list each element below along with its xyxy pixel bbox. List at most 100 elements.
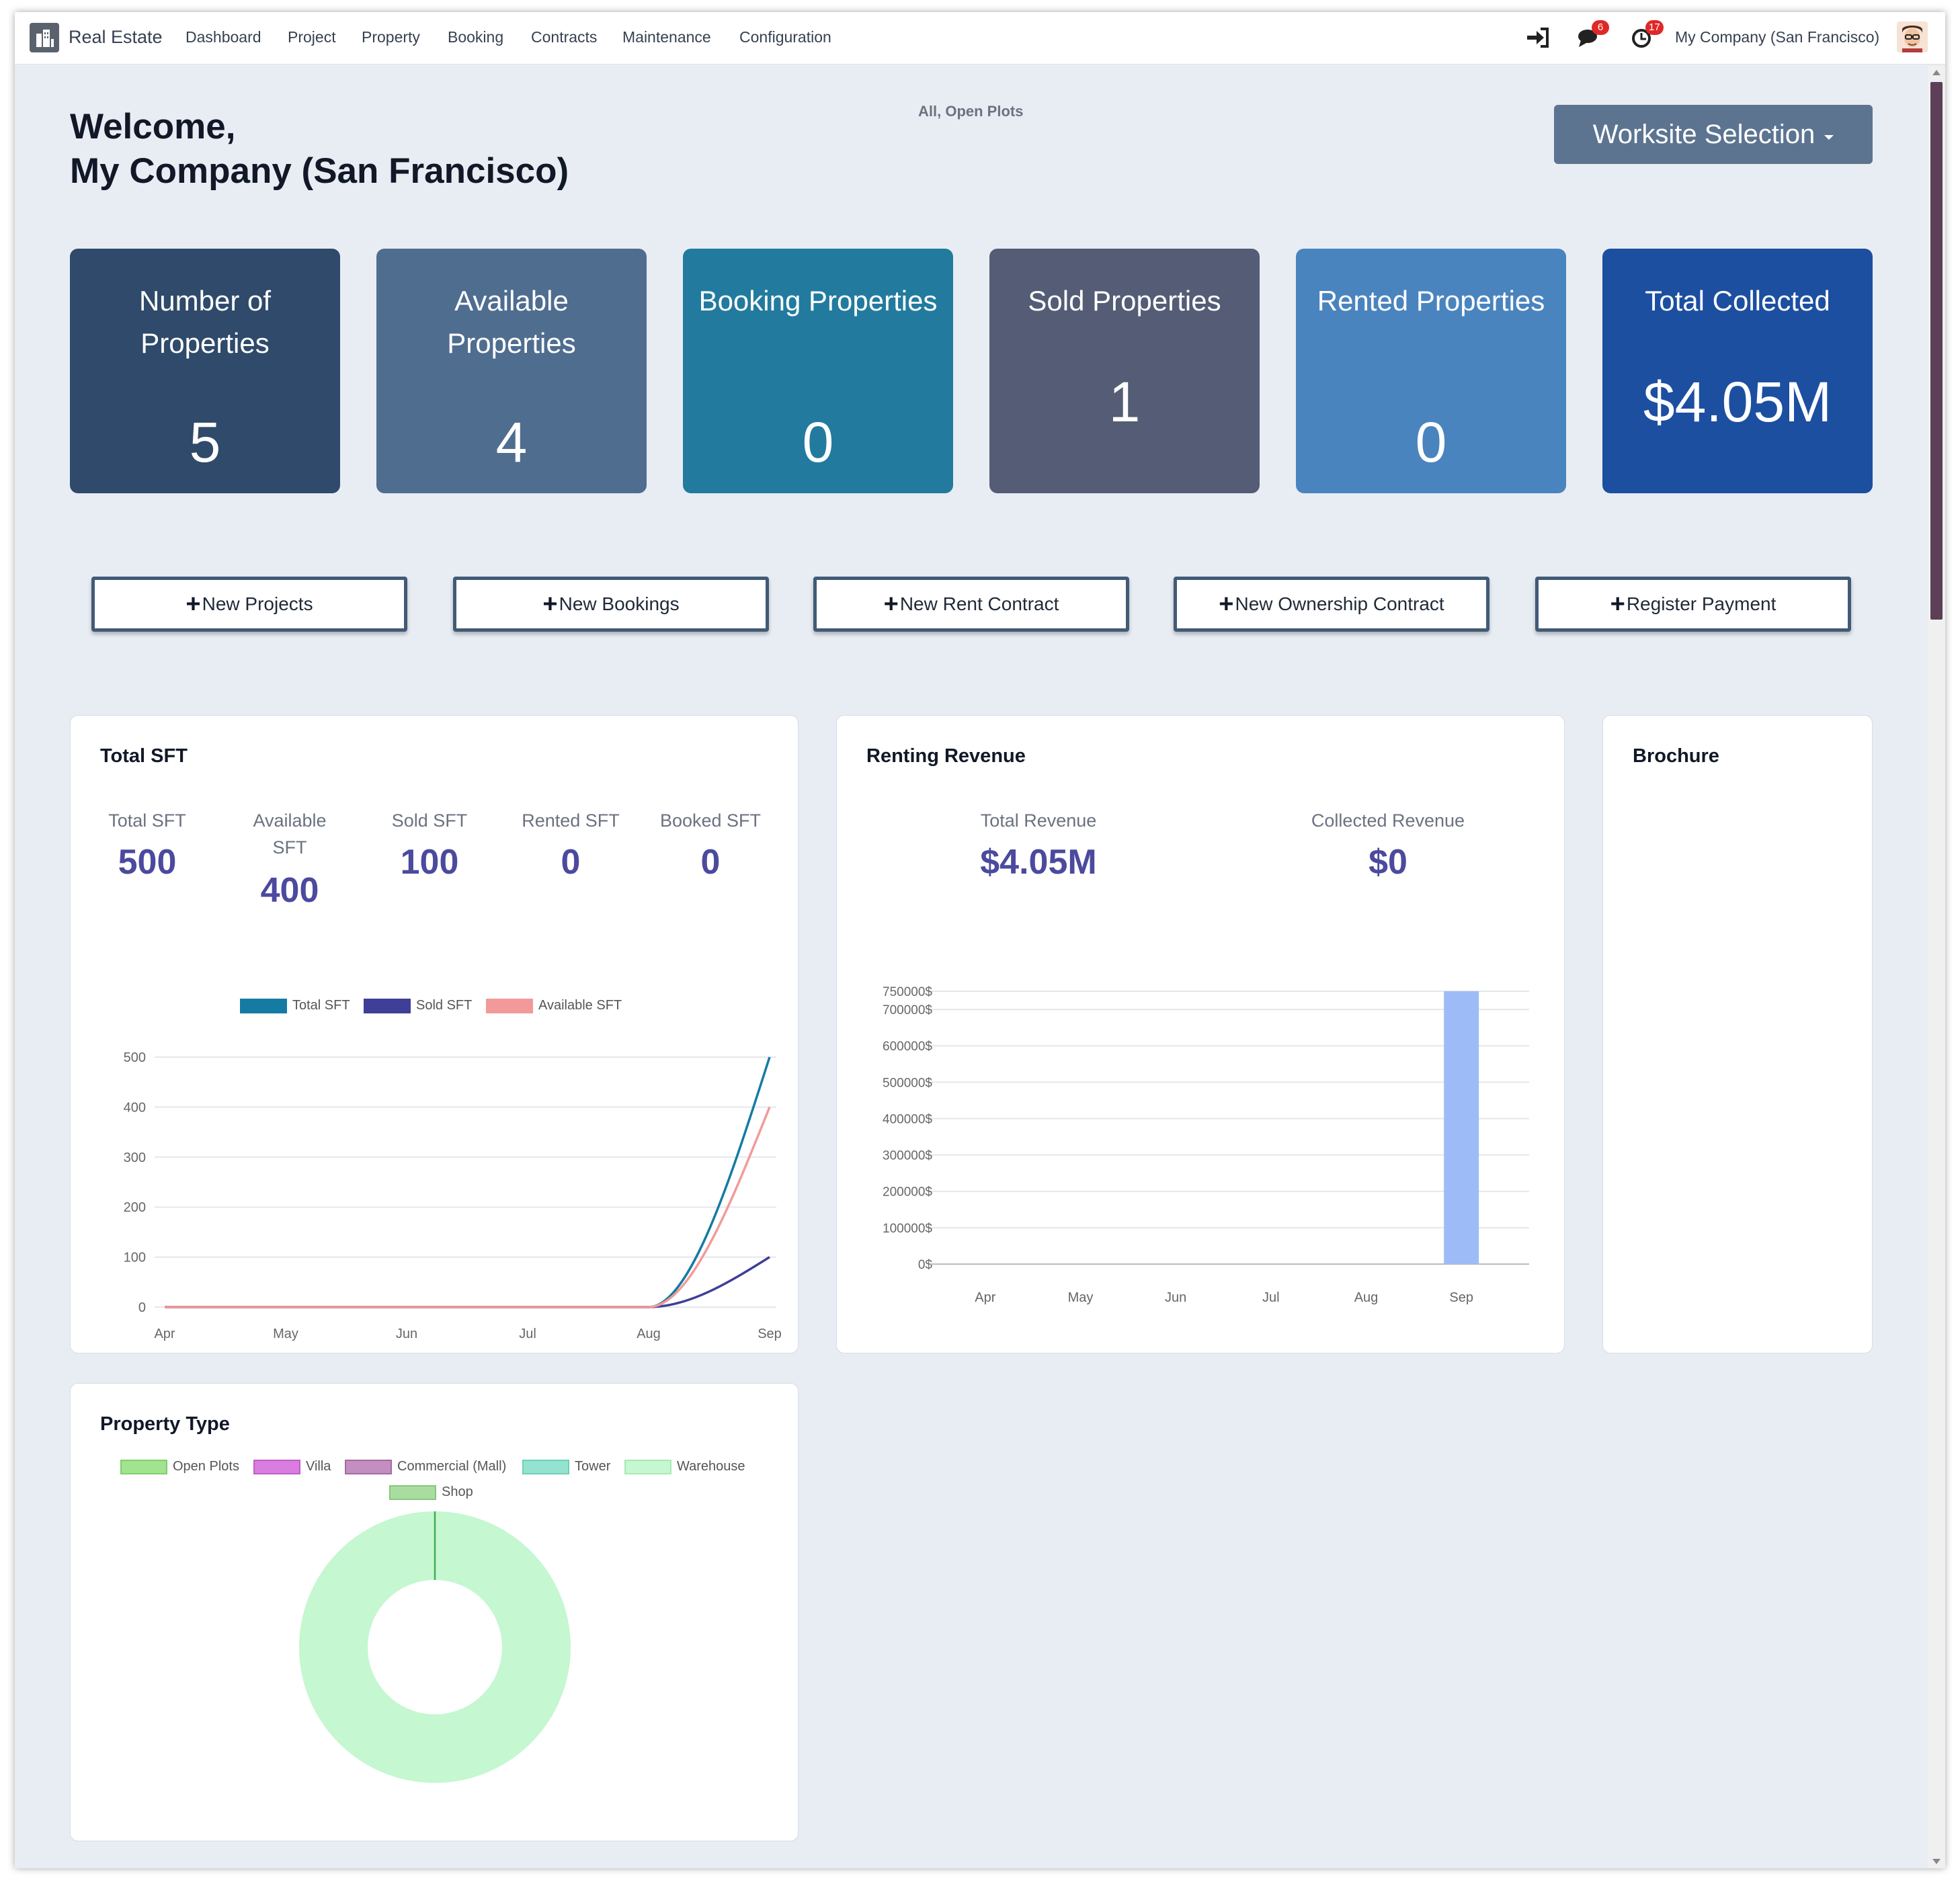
card-title: Property Type [100, 1413, 230, 1435]
user-avatar[interactable] [1897, 22, 1928, 52]
card-title: Total SFT [100, 745, 188, 767]
legend-swatch [624, 1459, 671, 1474]
legend-swatch [486, 998, 533, 1013]
scroll-down-arrow[interactable] [1932, 1859, 1941, 1864]
plus-icon: + [883, 590, 899, 618]
kpi-title: Rented Properties [1317, 285, 1545, 317]
legend-swatch [253, 1459, 300, 1474]
legend-swatch [120, 1459, 167, 1474]
legend-label: Shop [442, 1485, 473, 1499]
stat-value: $4.05M [980, 843, 1097, 882]
new-bookings-button[interactable]: + New Bookings [453, 577, 769, 632]
kpi-rented-properties[interactable]: Rented Properties 0 [1296, 249, 1566, 493]
stat-value: 0 [700, 843, 721, 882]
x-tick-label: Apr [975, 1290, 995, 1305]
menu-configuration[interactable]: Configuration [739, 28, 831, 46]
app-logo-icon[interactable] [30, 23, 59, 52]
legend-label: Available SFT [538, 998, 622, 1013]
y-tick-label: 400 [124, 1100, 146, 1115]
y-tick-label: 700000$ [883, 1003, 932, 1017]
app-name[interactable]: Real Estate [69, 27, 163, 47]
legend-label: Villa [306, 1459, 331, 1474]
legend-commercial-mall[interactable]: Commercial (Mall) [345, 1459, 506, 1474]
x-tick-label: Sep [758, 1327, 782, 1341]
button-label: New Rent Contract [899, 593, 1059, 614]
clock-icon[interactable]: 17 [1631, 20, 1664, 51]
app-window: Real Estate Dashboard Project Property B… [15, 12, 1945, 1868]
series-line [165, 1106, 771, 1308]
kpi-number-of-properties[interactable]: Number of Properties 5 [70, 249, 340, 493]
x-tick-label: Aug [637, 1327, 661, 1341]
menu-project[interactable]: Project [288, 28, 336, 46]
scroll-up-arrow[interactable] [1932, 70, 1941, 75]
kpi-title: Total Collected [1645, 285, 1830, 317]
caret-down-icon [1824, 134, 1834, 140]
stat-value: $0 [1369, 843, 1407, 882]
messages-badge: 6 [1592, 20, 1609, 35]
activities-badge: 17 [1645, 20, 1664, 35]
legend-shop[interactable]: Shop [389, 1485, 473, 1500]
company-switcher[interactable]: My Company (San Francisco) [1675, 28, 1880, 46]
legend-open-plots[interactable]: Open Plots [120, 1459, 239, 1474]
menu-maintenance[interactable]: Maintenance [622, 28, 711, 46]
kpi-total-collected[interactable]: Total Collected $4.05M [1602, 249, 1873, 493]
revenue-bar [1444, 991, 1479, 1264]
kpi-available-properties[interactable]: Available Properties 4 [376, 249, 647, 493]
legend-total-sft[interactable]: Total SFT [240, 998, 350, 1013]
legend-swatch [522, 1459, 569, 1474]
active-filter-label: All, Open Plots [918, 103, 1024, 120]
button-label: New Ownership Contract [1235, 593, 1444, 614]
kpi-value: $4.05M [1643, 370, 1832, 433]
card-title: Brochure [1633, 745, 1719, 767]
new-ownership-contract-button[interactable]: + New Ownership Contract [1174, 577, 1489, 632]
stat-label: Booked SFT [659, 810, 762, 831]
sign-in-icon[interactable] [1524, 24, 1551, 51]
menu-booking[interactable]: Booking [448, 28, 504, 46]
legend-swatch [345, 1459, 392, 1474]
x-tick-label: Jul [1262, 1290, 1280, 1305]
new-projects-button[interactable]: + New Projects [91, 577, 407, 632]
button-label: New Projects [202, 593, 313, 614]
stat-label: Sold SFT [391, 810, 468, 831]
property-type-card: Property Type Open Plots Villa Commercia… [70, 1383, 799, 1841]
welcome-heading: Welcome, My Company (San Francisco) [70, 105, 569, 194]
x-tick-label: May [1068, 1290, 1094, 1305]
stat-value: 500 [118, 843, 177, 882]
legend-available-sft[interactable]: Available SFT [486, 998, 622, 1013]
series-line [165, 1056, 771, 1308]
worksite-selection-button[interactable]: Worksite Selection [1554, 105, 1873, 164]
menu-dashboard[interactable]: Dashboard [186, 28, 261, 46]
kpi-sold-properties[interactable]: Sold Properties 1 [989, 249, 1260, 493]
button-label: New Bookings [559, 593, 680, 614]
new-rent-contract-button[interactable]: + New Rent Contract [813, 577, 1129, 632]
stat-value: 0 [561, 843, 581, 882]
chat-icon[interactable]: 6 [1577, 20, 1609, 51]
menu-property[interactable]: Property [362, 28, 420, 46]
legend-label: Warehouse [677, 1459, 745, 1474]
legend-villa[interactable]: Villa [253, 1459, 331, 1474]
legend-label: Commercial (Mall) [397, 1459, 507, 1474]
register-payment-button[interactable]: + Register Payment [1535, 577, 1851, 632]
stat-value: 400 [260, 871, 319, 910]
kpi-title: Booking Properties [698, 285, 938, 317]
y-tick-label: 600000$ [883, 1040, 932, 1054]
legend-sold-sft[interactable]: Sold SFT [364, 998, 472, 1013]
kpi-booking-properties[interactable]: Booking Properties 0 [683, 249, 953, 493]
legend-tower[interactable]: Tower [522, 1459, 610, 1474]
menu-contracts[interactable]: Contracts [531, 28, 598, 46]
kpi-value: 0 [802, 411, 834, 474]
x-tick-label: Apr [154, 1327, 175, 1341]
page-scrollbar[interactable] [1928, 66, 1945, 1868]
legend-warehouse[interactable]: Warehouse [624, 1459, 745, 1474]
y-tick-label: 100000$ [883, 1222, 932, 1236]
plus-icon: + [542, 590, 558, 618]
y-tick-label: 0 [138, 1300, 146, 1315]
stat-label: Total SFT [108, 810, 186, 831]
top-navbar: Real Estate Dashboard Project Property B… [15, 12, 1945, 65]
x-tick-label: May [273, 1327, 298, 1341]
worksite-selection-label: Worksite Selection [1592, 119, 1815, 149]
scroll-thumb[interactable] [1930, 82, 1943, 620]
welcome-line: Welcome, [70, 107, 236, 147]
stat-label: Collected Revenue [1311, 810, 1465, 831]
x-tick-label: Aug [1354, 1290, 1379, 1305]
